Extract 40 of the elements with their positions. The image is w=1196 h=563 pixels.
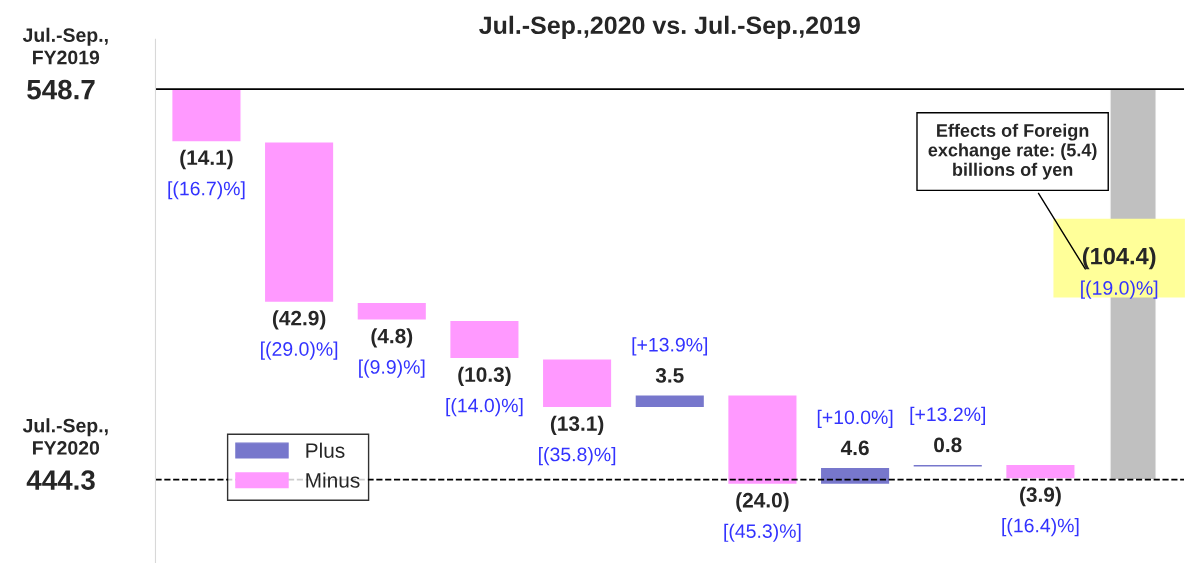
annotation: [(19.0)%] — [1081, 280, 1158, 299]
ref-line-label: Jul.-Sep., FY2019 — [22, 27, 108, 65]
annotation: Effects of Foreign exchange rate: (5.4) billions of yen — [928, 123, 1097, 180]
bar — [356, 301, 428, 321]
y-tick-label: 548.7 — [27, 79, 95, 100]
annotation: [(16.4)%] — [1002, 518, 1079, 537]
annotation: [+13.2%] — [910, 406, 986, 425]
data-label: (10.3) — [458, 366, 511, 387]
bar — [448, 319, 520, 360]
legend-label: Minus — [306, 472, 360, 488]
data-label: (104.4) — [1082, 247, 1156, 270]
y-tick-label: 444.3 — [26, 470, 95, 490]
bar — [912, 463, 984, 468]
data-label: (4.8) — [371, 328, 413, 348]
data-label: 4.6 — [840, 440, 869, 456]
data-label: (42.9) — [272, 310, 326, 330]
bar — [263, 141, 335, 304]
annotation: [(9.9)%] — [359, 359, 425, 378]
annotation: [+10.0%] — [817, 409, 893, 428]
bar — [541, 358, 613, 409]
data-label: (3.9) — [1020, 486, 1061, 507]
data-label: (24.0) — [736, 492, 789, 512]
data-label: 0.8 — [934, 437, 962, 453]
annotation: [(35.8)%] — [539, 447, 616, 466]
bar — [1004, 463, 1076, 480]
bar — [634, 394, 706, 409]
annotation: [(29.0)%] — [261, 341, 338, 360]
ref-line-label: Jul.-Sep., FY2020 — [22, 418, 108, 455]
data-label: 3.5 — [655, 367, 684, 383]
bar — [819, 466, 891, 486]
annotation: [(16.7)%] — [168, 181, 245, 200]
legend-label: Plus — [306, 442, 345, 458]
chart-title: Jul.-Sep.,2020 vs. Jul.-Sep.,2019 — [479, 15, 860, 40]
bar — [726, 394, 798, 486]
data-label: (13.1) — [550, 415, 604, 436]
annotation: [(45.3)%] — [724, 523, 801, 542]
bar — [171, 88, 242, 143]
data-label: (14.1) — [180, 149, 233, 170]
annotation: [+13.9%] — [632, 337, 708, 356]
annotation: [(14.0)%] — [446, 398, 523, 417]
